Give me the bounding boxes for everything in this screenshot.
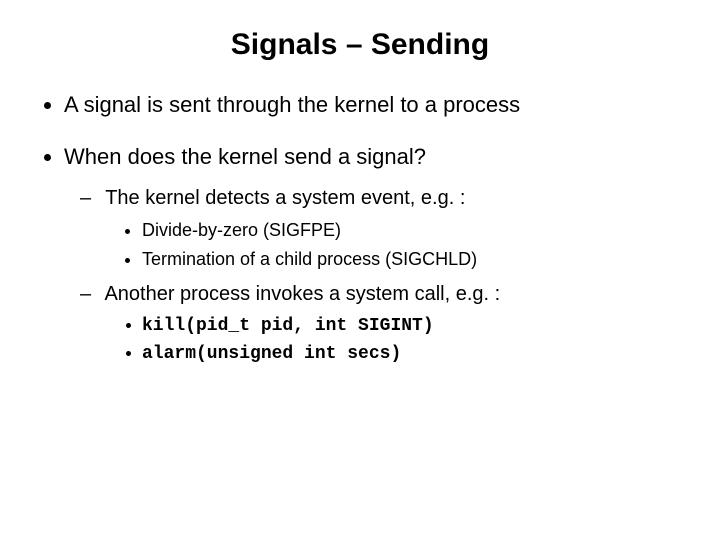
dash-item: Another process invokes a system call, e… xyxy=(100,281,684,367)
sub-item: Termination of a child process (SIGCHLD) xyxy=(142,247,684,271)
sub-item-code: alarm(unsigned int secs) xyxy=(142,342,684,366)
dash-text: The kernel detects a system event, e.g. … xyxy=(105,187,465,209)
sub-list: Divide-by-zero (SIGFPE) Termination of a… xyxy=(100,218,684,271)
sub-list: kill(pid_t pid, int SIGINT) alarm(unsign… xyxy=(100,314,684,367)
dash-text: Another process invokes a system call, e… xyxy=(104,283,500,305)
slide: Signals – Sending A signal is sent throu… xyxy=(0,0,720,540)
dash-item: The kernel detects a system event, e.g. … xyxy=(100,185,684,271)
bullet-list: A signal is sent through the kernel to a… xyxy=(36,90,684,367)
bullet-text: When does the kernel send a signal? xyxy=(64,144,426,169)
dash-list: The kernel detects a system event, e.g. … xyxy=(64,185,684,366)
sub-item: Divide-by-zero (SIGFPE) xyxy=(142,218,684,242)
slide-title: Signals – Sending xyxy=(36,28,684,62)
sub-item-code: kill(pid_t pid, int SIGINT) xyxy=(142,314,684,338)
bullet-item: A signal is sent through the kernel to a… xyxy=(64,90,684,120)
bullet-item: When does the kernel send a signal? The … xyxy=(64,142,684,367)
